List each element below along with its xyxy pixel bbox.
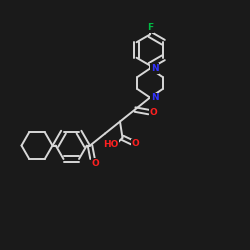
Text: F: F (147, 23, 153, 32)
Text: N: N (151, 64, 158, 73)
Text: HO: HO (104, 140, 119, 148)
Text: N: N (151, 93, 158, 102)
Text: O: O (132, 139, 140, 148)
Text: O: O (91, 158, 99, 168)
Text: O: O (149, 108, 157, 116)
